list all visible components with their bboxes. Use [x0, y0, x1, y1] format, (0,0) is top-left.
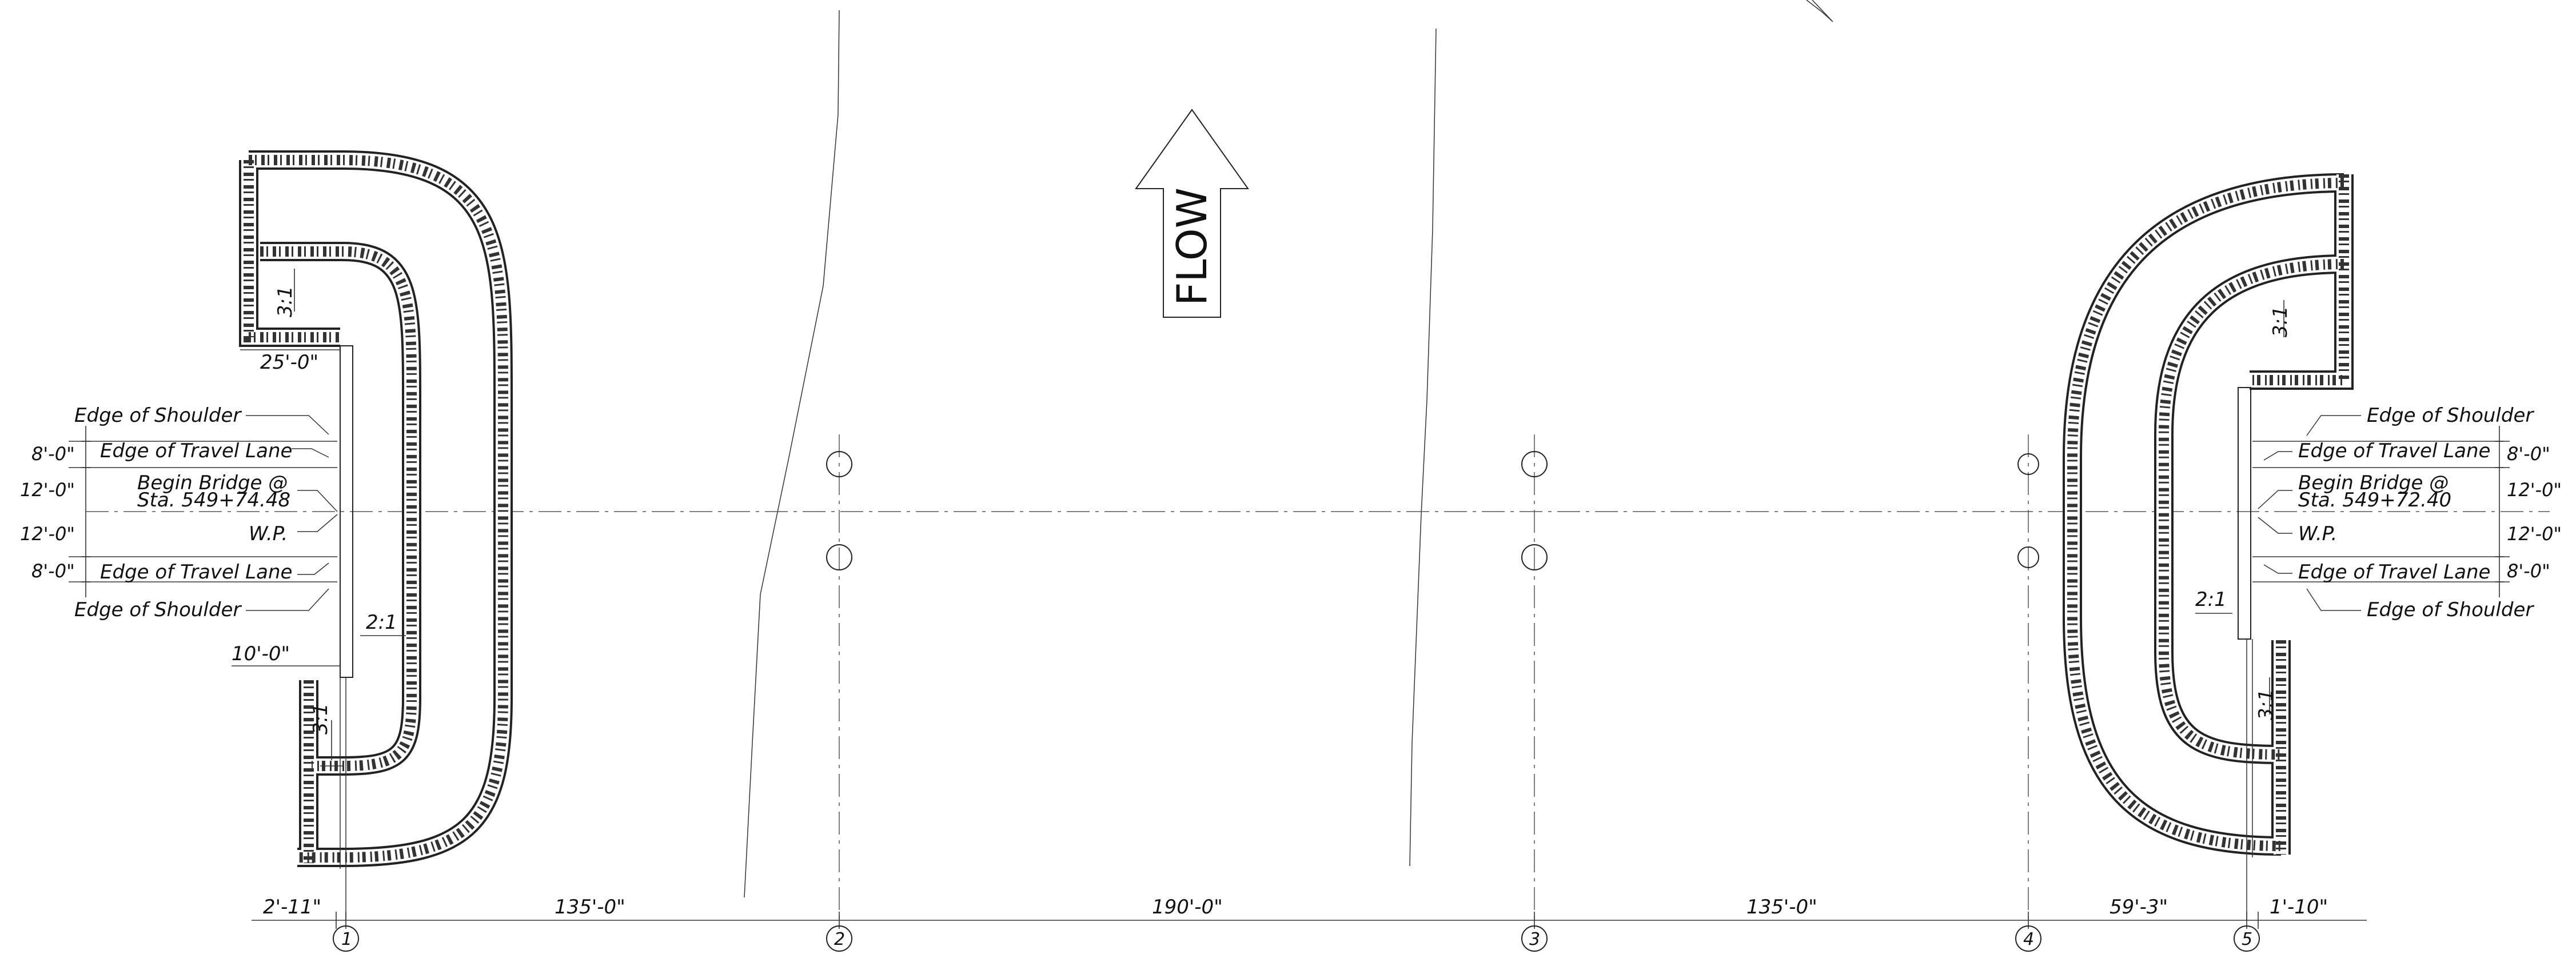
flow-label: FLOW	[1168, 187, 1216, 306]
span-dim-4: 135'-0"	[1746, 896, 1817, 919]
span-dim-1: 2'-11"	[263, 896, 321, 919]
left-dim-lane-top: 12'-0"	[20, 479, 75, 501]
span-dim-2: 135'-0"	[555, 896, 625, 919]
right-slope-front: 2:1	[2195, 588, 2227, 611]
bent-label-5: 5	[2242, 929, 2252, 949]
left-abutment-annotations: 25'-0" 10'-0" 3:1 2:1 3:1 Edge of Should…	[20, 269, 406, 760]
contour-line-left	[744, 10, 839, 897]
left-begin-bridge-line2: Sta. 549+74.48	[137, 489, 290, 512]
flow-arrow: FLOW	[1136, 110, 1248, 317]
right-edge-travel-top: Edge of Travel Lane	[2298, 440, 2490, 462]
right-dim-lane-top: 12'-0"	[2507, 479, 2562, 501]
right-edge-travel-bottom: Edge of Travel Lane	[2298, 561, 2490, 584]
left-edge-travel-top: Edge of Travel Lane	[100, 440, 292, 462]
right-slope-wing-bottom: 3:1	[2255, 689, 2278, 720]
left-wp: W.P.	[249, 522, 288, 545]
right-wp: W.P.	[2298, 522, 2337, 545]
left-edge-shoulder-bottom: Edge of Shoulder	[74, 598, 242, 621]
span-dimension-string: 2'-11" 135'-0" 190'-0" 135'-0" 59'-3" 1'…	[252, 896, 2367, 929]
left-dim-shoulder-bottom: 8'-0"	[31, 560, 75, 582]
span-dim-3: 190'-0"	[1152, 896, 1223, 919]
left-dim-shoulder-top: 8'-0"	[31, 443, 75, 465]
bent-label-2: 2	[834, 929, 845, 949]
right-slope-wing-top: 3:1	[2269, 306, 2292, 337]
left-slope-wing-top: 3:1	[274, 286, 297, 317]
contour-line-top	[1807, 0, 1833, 22]
left-dim-25ft: 25'-0"	[260, 351, 318, 374]
right-dim-shoulder-bottom: 8'-0"	[2507, 560, 2550, 582]
right-abutment-riprap	[2072, 174, 2344, 920]
left-dim-lane-bottom: 12'-0"	[20, 523, 75, 545]
left-slope-wing-bottom: 3:1	[309, 703, 332, 735]
bent-label-4: 4	[2023, 929, 2034, 949]
right-edge-shoulder-bottom: Edge of Shoulder	[2367, 598, 2534, 621]
bent-label-1: 1	[341, 929, 352, 949]
right-edge-shoulder-top: Edge of Shoulder	[2367, 404, 2534, 427]
left-edge-travel-bottom: Edge of Travel Lane	[100, 561, 292, 584]
right-dim-lane-bottom: 12'-0"	[2507, 523, 2562, 545]
right-dim-shoulder-top: 8'-0"	[2507, 443, 2550, 465]
bent-label-3: 3	[1529, 929, 1540, 949]
span-dim-6: 1'-10"	[2270, 896, 2328, 919]
span-dim-5: 59'-3"	[2110, 896, 2168, 919]
bent-bubbles: 1 2 3 4 5	[333, 926, 2259, 951]
left-dim-10ft: 10'-0"	[232, 642, 290, 665]
left-slope-front: 2:1	[366, 611, 397, 634]
right-begin-bridge-line2: Sta. 549+72.40	[2298, 489, 2451, 512]
contour-line-right	[1410, 29, 1436, 866]
left-edge-shoulder-top: Edge of Shoulder	[74, 404, 242, 427]
